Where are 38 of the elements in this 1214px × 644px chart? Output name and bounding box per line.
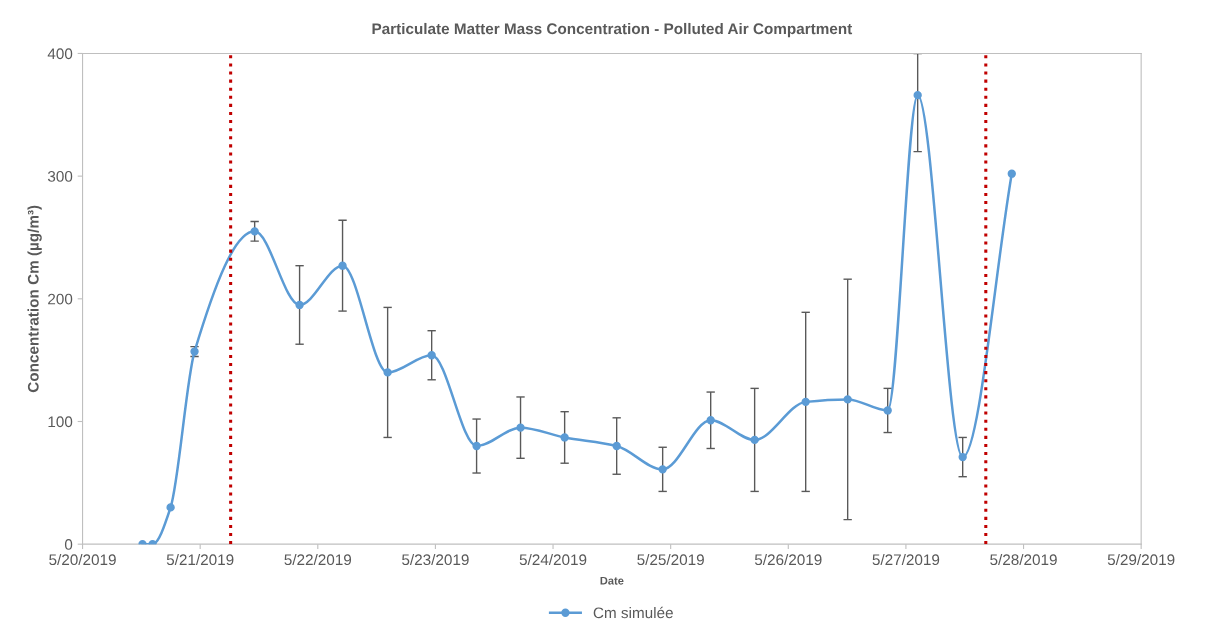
- y-tick-label: 0: [64, 539, 73, 550]
- y-tick-label: 200: [48, 293, 73, 305]
- x-tick-label: 5/28/2019: [990, 553, 1057, 566]
- y-axis-title: Concentration Cm (µg/m³): [27, 205, 42, 393]
- chart-title: Particulate Matter Mass Concentration - Polluted Air Compartment: [372, 22, 853, 38]
- point: [250, 227, 259, 236]
- point: [1007, 169, 1016, 178]
- y-tick-label: 100: [48, 416, 73, 428]
- point: [383, 368, 392, 377]
- legend-label: Cm simulée: [593, 606, 673, 619]
- x-tick-label: 5/26/2019: [754, 553, 822, 566]
- point: [427, 351, 436, 360]
- point: [913, 90, 922, 100]
- x-tick-label: 5/23/2019: [402, 553, 469, 566]
- point: [560, 433, 569, 442]
- point: [801, 397, 810, 407]
- point: [706, 416, 715, 425]
- x-tick-label: 5/22/2019: [284, 553, 352, 566]
- point: [658, 465, 667, 474]
- point: [612, 441, 621, 451]
- x-tick-label: 5/27/2019: [872, 553, 940, 566]
- point: [516, 423, 525, 432]
- x-tick-label: 5/24/2019: [519, 553, 587, 566]
- x-tick-label: 5/29/2019: [1107, 553, 1175, 566]
- point: [843, 395, 852, 404]
- point: [166, 503, 175, 512]
- point: [958, 452, 967, 462]
- point: [295, 300, 304, 310]
- y-tick-label: 400: [47, 48, 73, 60]
- point: [750, 435, 759, 445]
- x-tick-label: 5/20/2019: [49, 553, 116, 566]
- point: [883, 406, 892, 415]
- point: [338, 261, 347, 270]
- x-axis-title: Date: [600, 576, 624, 585]
- x-tick-label: 5/25/2019: [637, 553, 704, 566]
- y-tick-label: 300: [47, 171, 73, 182]
- point: [472, 441, 481, 451]
- x-tick-label: 5/21/2019: [166, 553, 234, 566]
